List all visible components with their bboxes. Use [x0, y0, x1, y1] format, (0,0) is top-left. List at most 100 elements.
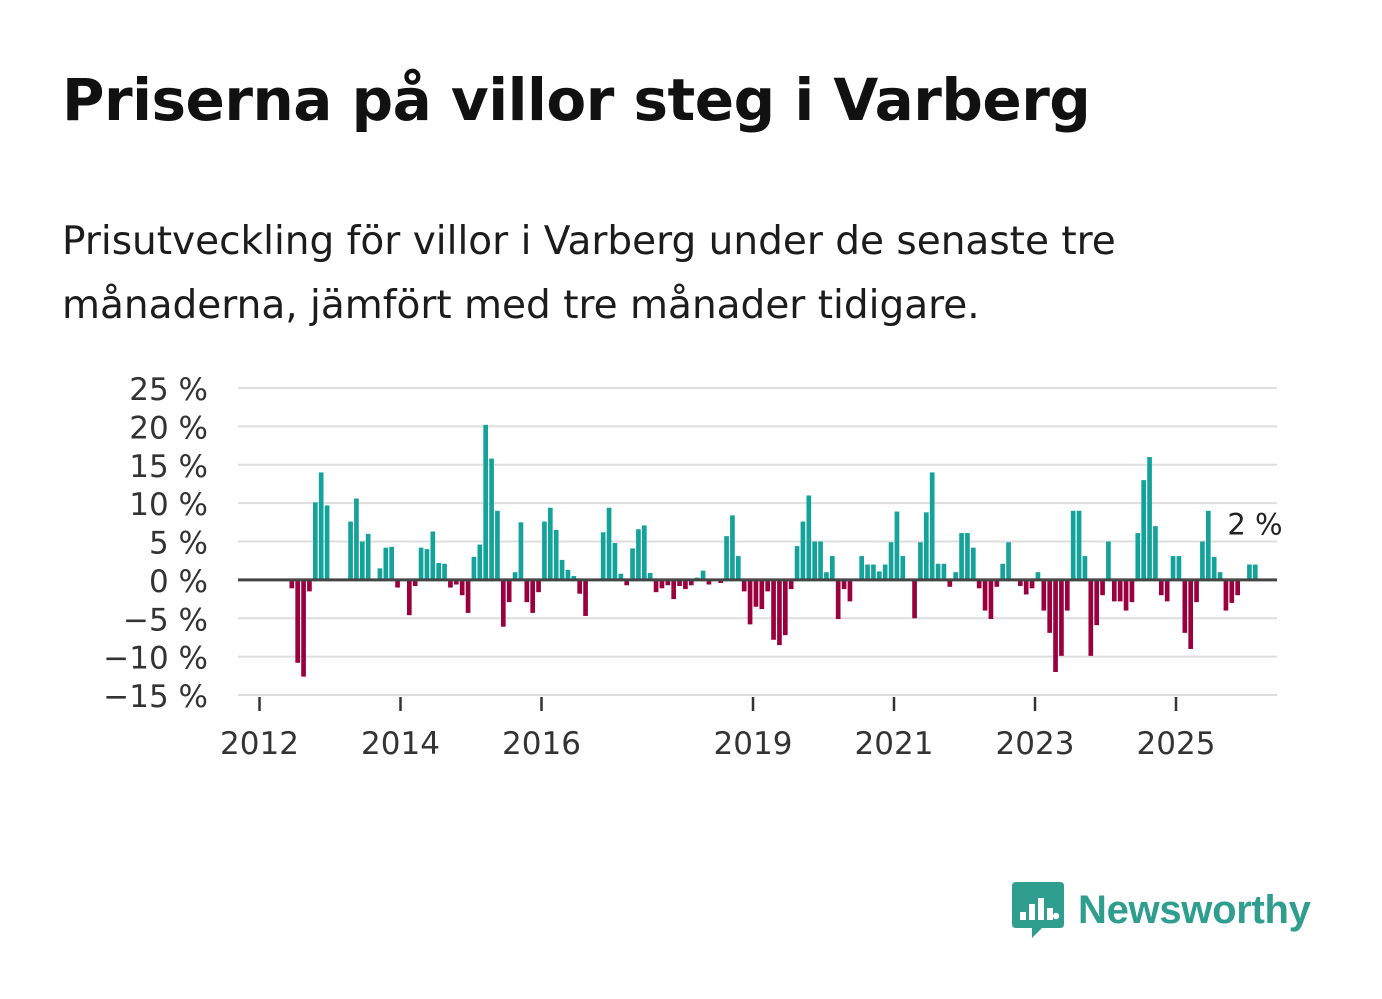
bar — [547, 507, 553, 580]
bar — [442, 563, 447, 580]
bar — [1059, 579, 1064, 656]
bar — [1070, 510, 1076, 580]
bar — [406, 579, 412, 616]
bar — [765, 579, 771, 592]
bar — [307, 579, 312, 592]
bar — [571, 576, 577, 580]
bar — [812, 541, 818, 580]
bar — [412, 579, 418, 587]
bar — [818, 541, 823, 580]
bar — [641, 525, 647, 580]
bar — [1211, 556, 1217, 580]
bar — [1041, 579, 1047, 611]
bar-series — [289, 424, 1258, 677]
y-tick-label: −15 % — [103, 679, 208, 715]
bar — [741, 579, 747, 592]
bar — [959, 533, 964, 580]
bar — [994, 579, 1000, 587]
y-tick-label: 10 % — [129, 487, 208, 523]
bar — [759, 579, 765, 610]
bar — [289, 579, 295, 589]
bar — [730, 515, 735, 580]
bar — [354, 498, 359, 580]
bar — [1252, 564, 1258, 580]
newsworthy-logo: Newsworthy — [1010, 878, 1311, 942]
bar — [453, 579, 459, 585]
bar — [559, 559, 565, 580]
bar — [1164, 579, 1170, 602]
bar — [1176, 556, 1182, 580]
bar — [383, 547, 389, 580]
bar — [1123, 579, 1129, 611]
bar — [859, 556, 865, 580]
bar — [1188, 579, 1194, 649]
bar — [1229, 579, 1235, 603]
bar — [988, 579, 994, 620]
last-value-label: 2 % — [1227, 508, 1282, 542]
bar — [1129, 579, 1135, 603]
bar — [612, 543, 618, 580]
bar — [941, 563, 947, 580]
bar — [359, 541, 365, 580]
bar — [782, 579, 788, 636]
bar — [1053, 579, 1058, 672]
bar — [1047, 579, 1053, 633]
bar — [777, 579, 782, 646]
bar — [700, 570, 706, 580]
bar — [606, 507, 612, 580]
bar — [788, 579, 794, 590]
bar — [900, 556, 906, 580]
x-tick-label: 2016 — [502, 726, 581, 762]
bar — [1194, 579, 1199, 603]
x-tick-label: 2019 — [714, 726, 793, 762]
bar — [630, 548, 635, 580]
y-tick-label: −5 % — [123, 602, 208, 638]
bar — [794, 546, 800, 580]
bar — [824, 572, 829, 580]
bar — [753, 579, 759, 607]
chart-title: Priserna på villor steg i Varberg — [62, 66, 1091, 134]
x-tick-label: 2014 — [361, 726, 440, 762]
bar — [495, 510, 500, 580]
bar — [1006, 542, 1011, 580]
bar — [636, 529, 641, 580]
bar — [965, 533, 970, 580]
bar — [389, 546, 395, 580]
bar — [1106, 541, 1111, 580]
bar — [1000, 563, 1006, 580]
bar — [1217, 572, 1223, 580]
bar — [829, 556, 835, 580]
bar — [530, 579, 536, 613]
bar — [1082, 556, 1088, 580]
bar — [618, 573, 624, 580]
bar — [1035, 572, 1041, 580]
x-tick-label: 2021 — [855, 726, 934, 762]
x-tick-label: 2025 — [1137, 726, 1216, 762]
bar — [1029, 579, 1035, 589]
bar — [1205, 510, 1211, 580]
bar — [835, 579, 841, 620]
bar — [324, 505, 330, 580]
bar — [312, 502, 318, 580]
bar — [923, 512, 929, 580]
y-tick-label: 20 % — [129, 410, 208, 446]
bar — [424, 549, 430, 580]
bar — [524, 579, 530, 603]
bar — [483, 424, 489, 580]
bar — [718, 579, 724, 583]
x-tick-label: 2023 — [996, 726, 1075, 762]
bar — [1170, 556, 1176, 580]
bar — [318, 472, 324, 580]
bar — [771, 579, 776, 640]
chart-subtitle: Prisutveckling för villor i Varberg unde… — [62, 219, 1116, 328]
bar — [518, 522, 524, 580]
bar — [1200, 541, 1205, 580]
bar — [976, 579, 982, 589]
bar — [477, 544, 483, 580]
bar — [500, 579, 506, 627]
bar — [1088, 579, 1094, 656]
bar — [489, 458, 494, 580]
bar — [647, 572, 653, 580]
bar — [912, 579, 917, 619]
